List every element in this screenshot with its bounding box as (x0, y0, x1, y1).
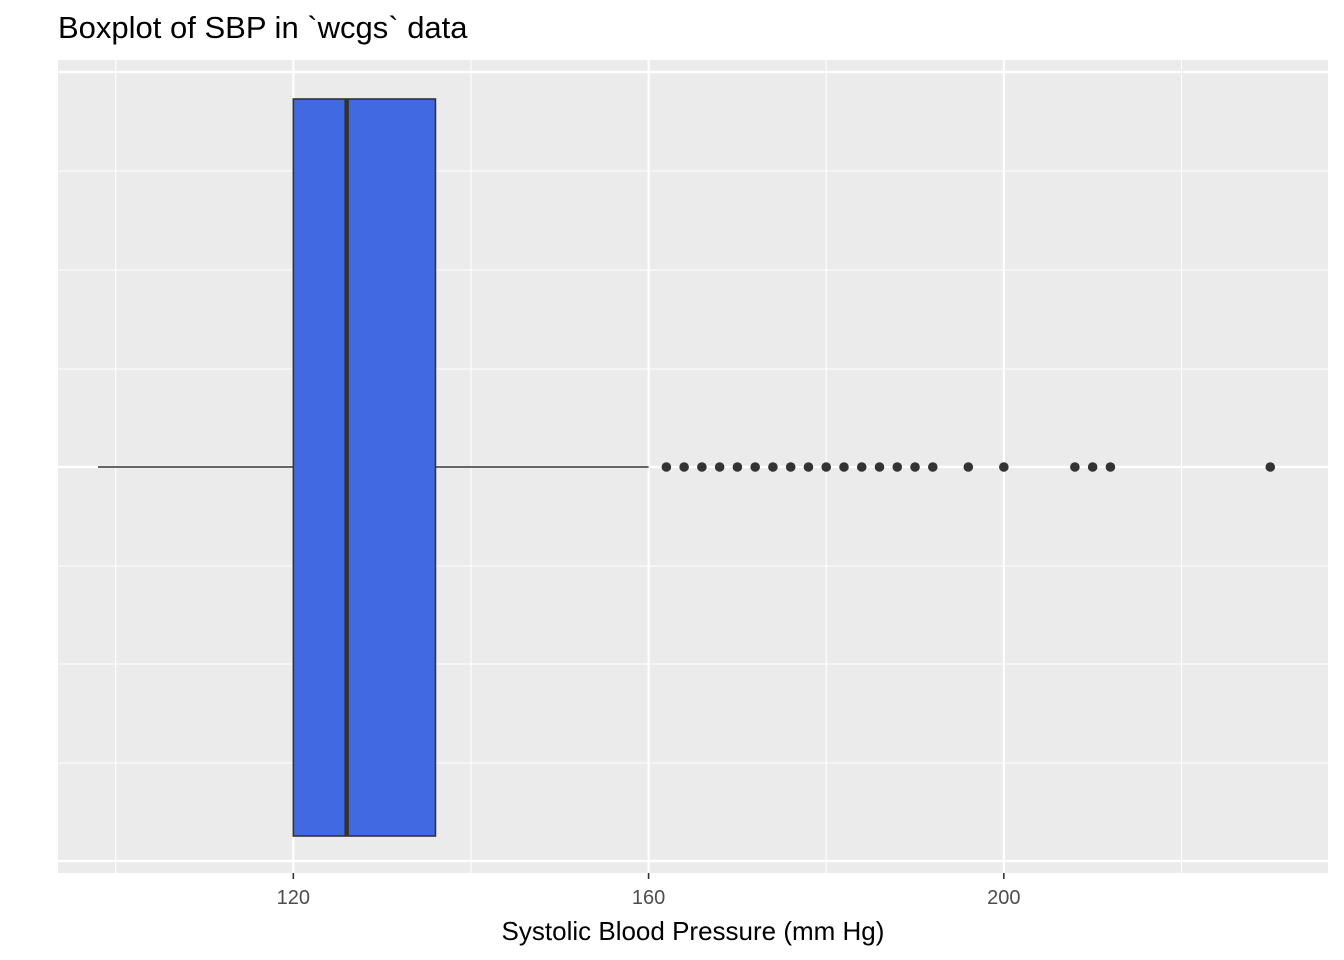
chart-title: Boxplot of SBP in `wcgs` data (58, 10, 468, 45)
outlier-point (910, 462, 920, 472)
outlier-points (661, 462, 1276, 472)
x-axis-title: Systolic Blood Pressure (mm Hg) (502, 916, 885, 946)
outlier-point (963, 462, 974, 472)
outlier-point (785, 462, 796, 472)
outlier-point (821, 462, 832, 472)
outlier-point (1087, 462, 1098, 472)
outlier-point (714, 462, 725, 472)
outlier-point (927, 462, 938, 472)
outlier-point (732, 462, 743, 472)
outlier-point (697, 462, 707, 472)
x-tick-label: 120 (277, 887, 310, 909)
x-tick-label: 160 (632, 887, 665, 909)
outlier-point (874, 462, 885, 472)
outlier-point (1105, 462, 1116, 472)
outlier-point (1265, 462, 1276, 472)
outlier-point (768, 462, 778, 472)
interquartile-box (292, 98, 437, 837)
outlier-point (803, 462, 814, 472)
x-axis: 120 160 200 (277, 873, 1021, 909)
outlier-point (1070, 462, 1080, 472)
outlier-point (750, 462, 760, 472)
outlier-point (856, 462, 867, 472)
x-tick-label: 200 (987, 887, 1020, 909)
boxplot (97, 98, 649, 837)
outlier-point (892, 462, 903, 472)
outlier-point (679, 462, 689, 472)
outlier-point (999, 462, 1009, 472)
outlier-point (661, 462, 672, 472)
outlier-point (839, 462, 849, 472)
